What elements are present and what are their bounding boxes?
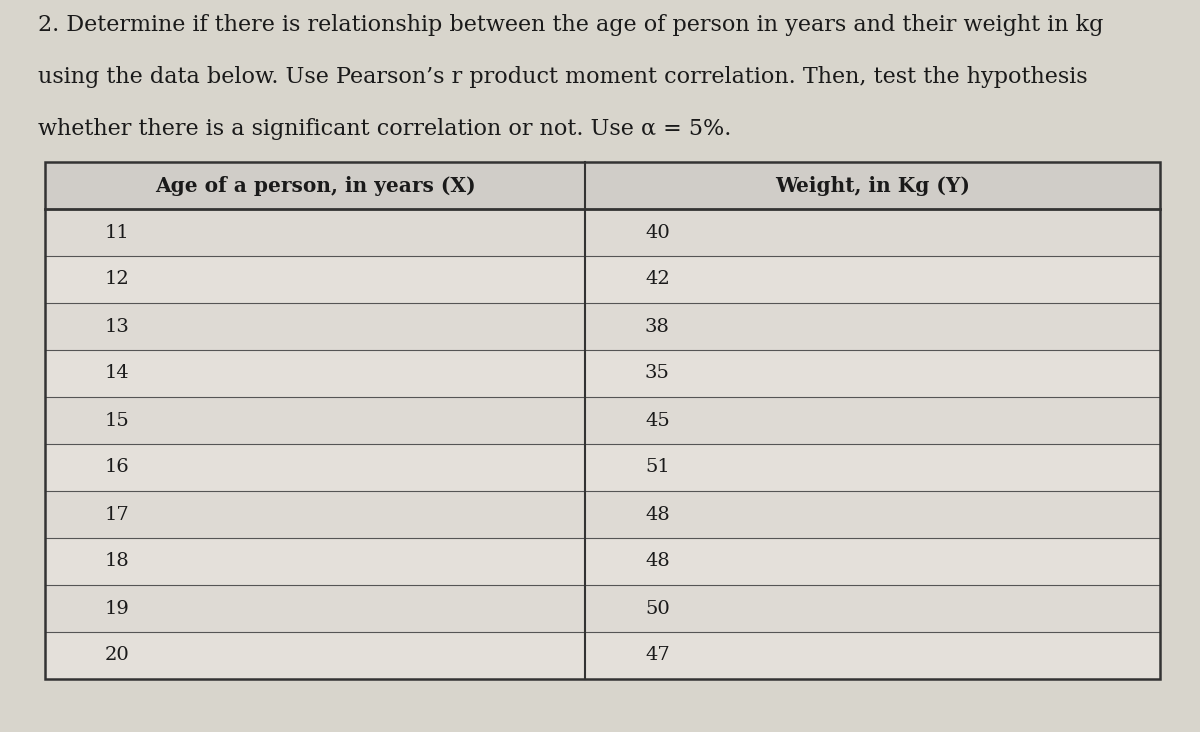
Text: 2. Determine if there is relationship between the age of person in years and the: 2. Determine if there is relationship be… xyxy=(38,14,1103,36)
Text: 16: 16 xyxy=(106,458,130,477)
Text: 47: 47 xyxy=(646,646,670,665)
Text: 35: 35 xyxy=(646,365,670,383)
Text: 50: 50 xyxy=(646,600,670,618)
Text: 19: 19 xyxy=(106,600,130,618)
Bar xyxy=(46,209,1160,256)
Text: 13: 13 xyxy=(106,318,130,335)
Bar xyxy=(46,444,1160,491)
Bar xyxy=(46,350,1160,397)
Text: Age of a person, in years (X): Age of a person, in years (X) xyxy=(155,176,475,195)
Text: 48: 48 xyxy=(646,553,670,570)
Bar xyxy=(46,397,1160,444)
Text: using the data below. Use Pearson’s r product moment correlation. Then, test the: using the data below. Use Pearson’s r pr… xyxy=(38,66,1087,88)
Text: 20: 20 xyxy=(106,646,130,665)
Text: 45: 45 xyxy=(646,411,670,430)
Text: Weight, in Kg (Y): Weight, in Kg (Y) xyxy=(775,176,970,195)
Text: 17: 17 xyxy=(106,506,130,523)
Text: 48: 48 xyxy=(646,506,670,523)
Bar xyxy=(46,585,1160,632)
Bar xyxy=(46,303,1160,350)
Bar xyxy=(46,256,1160,303)
Bar xyxy=(46,538,1160,585)
Text: 51: 51 xyxy=(646,458,670,477)
Text: 11: 11 xyxy=(106,223,130,242)
Text: 14: 14 xyxy=(106,365,130,383)
Bar xyxy=(46,162,1160,679)
Bar xyxy=(46,162,1160,679)
Text: 12: 12 xyxy=(106,271,130,288)
Bar xyxy=(46,632,1160,679)
Text: 18: 18 xyxy=(106,553,130,570)
Text: whether there is a significant correlation or not. Use α = 5%.: whether there is a significant correlati… xyxy=(38,118,731,140)
Bar xyxy=(46,162,1160,209)
Text: 38: 38 xyxy=(646,318,670,335)
Text: 42: 42 xyxy=(646,271,670,288)
Bar xyxy=(46,491,1160,538)
Text: 15: 15 xyxy=(106,411,130,430)
Text: 40: 40 xyxy=(646,223,670,242)
